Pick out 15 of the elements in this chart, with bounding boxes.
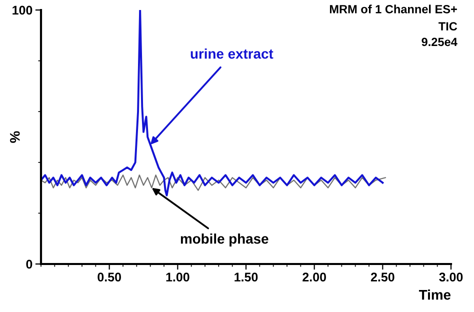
annotation: mobile phase bbox=[180, 234, 268, 246]
x-tick-label: 1.00 bbox=[166, 272, 190, 282]
x-axis-title: Time bbox=[418, 290, 451, 300]
x-tick-label: 2.00 bbox=[302, 272, 326, 282]
x-tick-label: 2.50 bbox=[370, 272, 394, 282]
annotation: urine extract bbox=[190, 48, 274, 59]
annotation: TIC bbox=[438, 22, 458, 31]
annotation: 9.25e4 bbox=[422, 38, 458, 46]
y-axis-title: % bbox=[10, 131, 20, 143]
x-tick-label: 1.50 bbox=[234, 272, 258, 282]
y-tick-label: 0 bbox=[26, 260, 32, 269]
annotation: MRM of 1 Channel ES+ bbox=[330, 4, 457, 14]
x-tick-label: 0.50 bbox=[98, 272, 121, 282]
y-tick-label: 100 bbox=[12, 6, 32, 15]
x-tick-label: 3.00 bbox=[439, 272, 463, 282]
